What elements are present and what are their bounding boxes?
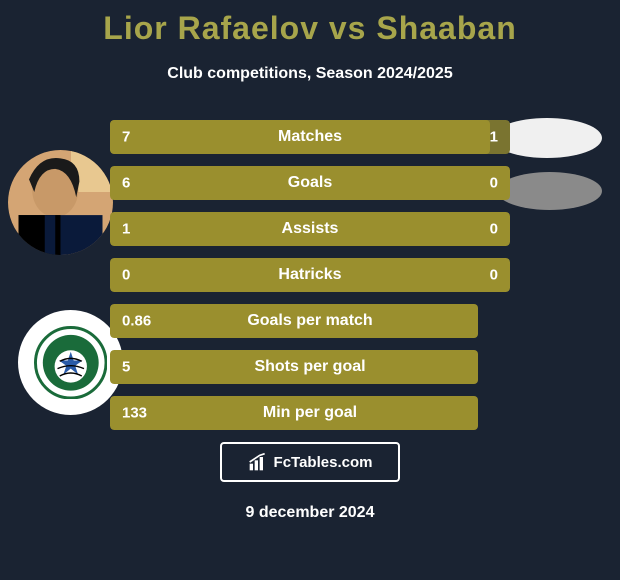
chart-icon: [248, 452, 268, 472]
date-label: 9 december 2024: [0, 504, 620, 522]
stat-row: 00Hatricks: [110, 258, 510, 292]
page-subtitle: Club competitions, Season 2024/2025: [0, 65, 620, 83]
stat-label: Shots per goal: [110, 358, 510, 376]
stat-row: 5Shots per goal: [110, 350, 510, 384]
stat-label: Goals: [110, 174, 510, 192]
stat-row: 71Matches: [110, 120, 510, 154]
stat-row: 10Assists: [110, 212, 510, 246]
stat-row: 133Min per goal: [110, 396, 510, 430]
page-title: Lior Rafaelov vs Shaaban: [0, 0, 620, 47]
stat-label: Hatricks: [110, 266, 510, 284]
club-logo-left: [18, 310, 123, 415]
stat-label: Matches: [110, 128, 510, 146]
stat-row: 60Goals: [110, 166, 510, 200]
person-icon: [8, 150, 113, 255]
stat-label: Assists: [110, 220, 510, 238]
stat-label: Goals per match: [110, 312, 510, 330]
branding-label: FcTables.com: [274, 454, 373, 471]
club-crest-icon: [34, 326, 108, 400]
branding-badge: FcTables.com: [220, 442, 400, 482]
stat-row: 0.86Goals per match: [110, 304, 510, 338]
player-avatar-left: [8, 150, 113, 255]
stats-container: 71Matches 60Goals 10Assists 00Hatricks 0.86G…: [110, 120, 510, 442]
player-avatar-right-placeholder-2: [497, 172, 602, 210]
stat-label: Min per goal: [110, 404, 510, 422]
